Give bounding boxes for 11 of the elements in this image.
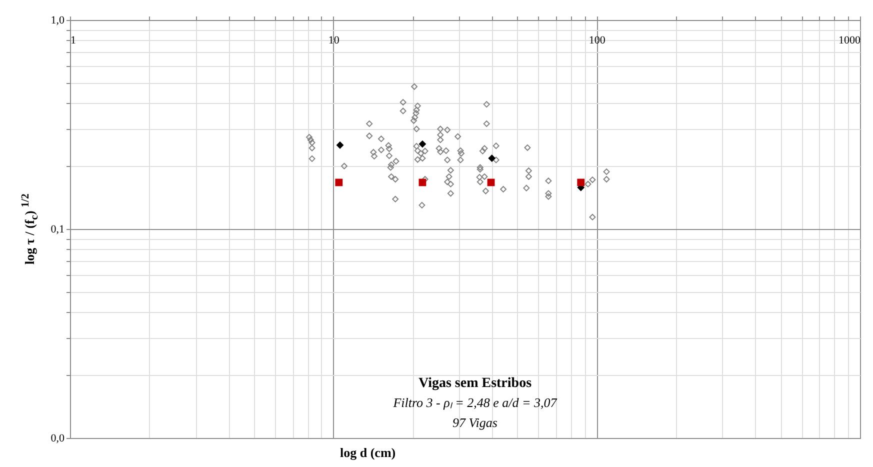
y-tick-label: 0,1 [50, 224, 64, 236]
annotation: Vigas sem Estribos [418, 376, 532, 391]
x-tick-label: 1 [70, 34, 76, 46]
x-tick-label: 100 [588, 34, 606, 46]
x-axis-title: log d (cm) [340, 445, 396, 461]
y-tick-label: 1,0 [50, 14, 65, 26]
annotation: Filtro 3 - ρₗ = 2,48 e a/d = 3,07 [392, 395, 558, 410]
x-tick-label: 1000 [838, 34, 861, 46]
x-tick-label: 10 [328, 34, 340, 46]
annotation: 97 Vigas [452, 415, 498, 430]
y-tick-label: 0,0 [50, 432, 65, 444]
